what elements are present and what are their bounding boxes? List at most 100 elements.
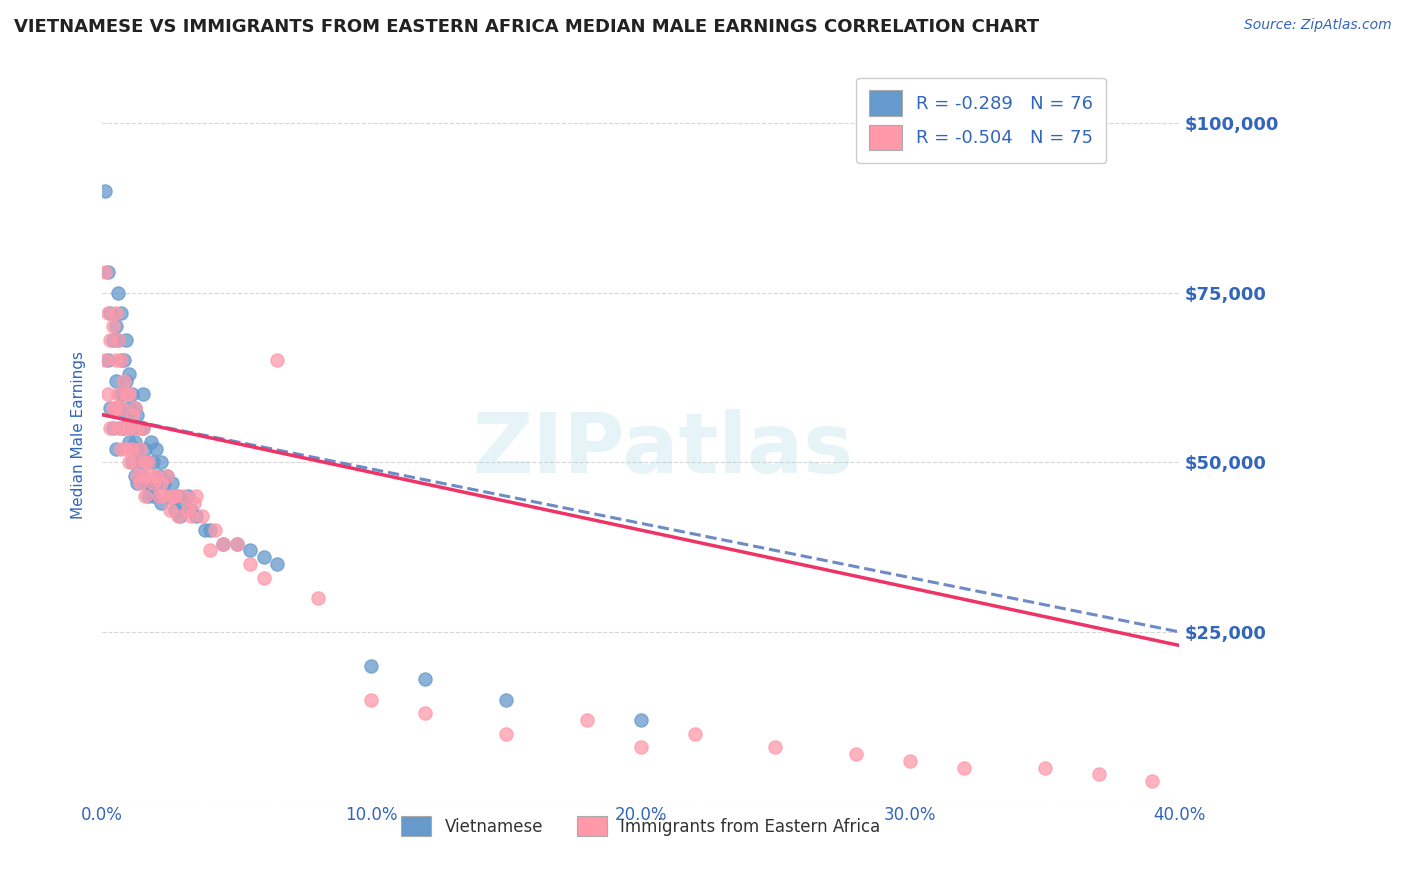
Point	[118, 367, 141, 381]
Point	[97, 353, 120, 368]
Point	[253, 571, 276, 585]
Point	[253, 550, 276, 565]
Point	[180, 509, 202, 524]
Point	[160, 475, 183, 490]
Point	[129, 475, 152, 490]
Point	[134, 455, 156, 469]
Point	[118, 401, 141, 415]
Point	[163, 502, 186, 516]
Point	[156, 468, 179, 483]
Point	[118, 455, 141, 469]
Point	[193, 523, 215, 537]
Point	[121, 408, 143, 422]
Point	[110, 387, 132, 401]
Point	[166, 509, 188, 524]
Point	[124, 401, 146, 415]
Point	[225, 536, 247, 550]
Point	[110, 306, 132, 320]
Point	[131, 421, 153, 435]
Point	[142, 475, 165, 490]
Point	[198, 543, 221, 558]
Point	[145, 442, 167, 456]
Point	[107, 333, 129, 347]
Point	[225, 536, 247, 550]
Point	[110, 401, 132, 415]
Point	[239, 543, 262, 558]
Point	[115, 442, 138, 456]
Point	[121, 442, 143, 456]
Point	[159, 489, 181, 503]
Point	[127, 468, 149, 483]
Point	[142, 455, 165, 469]
Point	[112, 421, 135, 435]
Point	[1142, 774, 1164, 789]
Point	[845, 747, 868, 761]
Point	[134, 489, 156, 503]
Text: Source: ZipAtlas.com: Source: ZipAtlas.com	[1244, 18, 1392, 32]
Point	[104, 401, 127, 415]
Point	[307, 591, 329, 605]
Point	[575, 713, 598, 727]
Point	[115, 333, 138, 347]
Point	[127, 421, 149, 435]
Point	[112, 387, 135, 401]
Point	[204, 523, 226, 537]
Point	[129, 421, 152, 435]
Point	[107, 387, 129, 401]
Point	[115, 408, 138, 422]
Point	[131, 468, 153, 483]
Point	[239, 557, 262, 571]
Point	[763, 740, 786, 755]
Point	[115, 374, 138, 388]
Point	[121, 387, 143, 401]
Point	[112, 353, 135, 368]
Point	[104, 374, 127, 388]
Point	[127, 408, 149, 422]
Point	[212, 536, 235, 550]
Point	[191, 509, 214, 524]
Point	[495, 727, 517, 741]
Point	[101, 319, 124, 334]
Point	[177, 502, 200, 516]
Point	[124, 455, 146, 469]
Point	[159, 502, 181, 516]
Point	[148, 489, 170, 503]
Point	[118, 434, 141, 449]
Point	[156, 468, 179, 483]
Point	[127, 475, 149, 490]
Point	[110, 353, 132, 368]
Point	[129, 455, 152, 469]
Point	[136, 455, 159, 469]
Point	[266, 353, 288, 368]
Point	[104, 319, 127, 334]
Point	[98, 333, 121, 347]
Point	[186, 509, 208, 524]
Point	[127, 442, 149, 456]
Point	[166, 489, 188, 503]
Point	[110, 442, 132, 456]
Point	[101, 333, 124, 347]
Point	[134, 475, 156, 490]
Point	[630, 713, 652, 727]
Point	[112, 374, 135, 388]
Point	[1087, 767, 1109, 781]
Point	[172, 489, 194, 503]
Point	[630, 740, 652, 755]
Point	[495, 692, 517, 706]
Point	[150, 455, 173, 469]
Point	[121, 455, 143, 469]
Point	[153, 489, 176, 503]
Point	[131, 387, 153, 401]
Point	[104, 306, 127, 320]
Point	[107, 421, 129, 435]
Point	[177, 489, 200, 503]
Point	[110, 421, 132, 435]
Point	[134, 442, 156, 456]
Point	[107, 285, 129, 300]
Point	[98, 306, 121, 320]
Point	[139, 468, 162, 483]
Point	[683, 727, 706, 741]
Point	[118, 387, 141, 401]
Point	[104, 353, 127, 368]
Point	[98, 401, 121, 415]
